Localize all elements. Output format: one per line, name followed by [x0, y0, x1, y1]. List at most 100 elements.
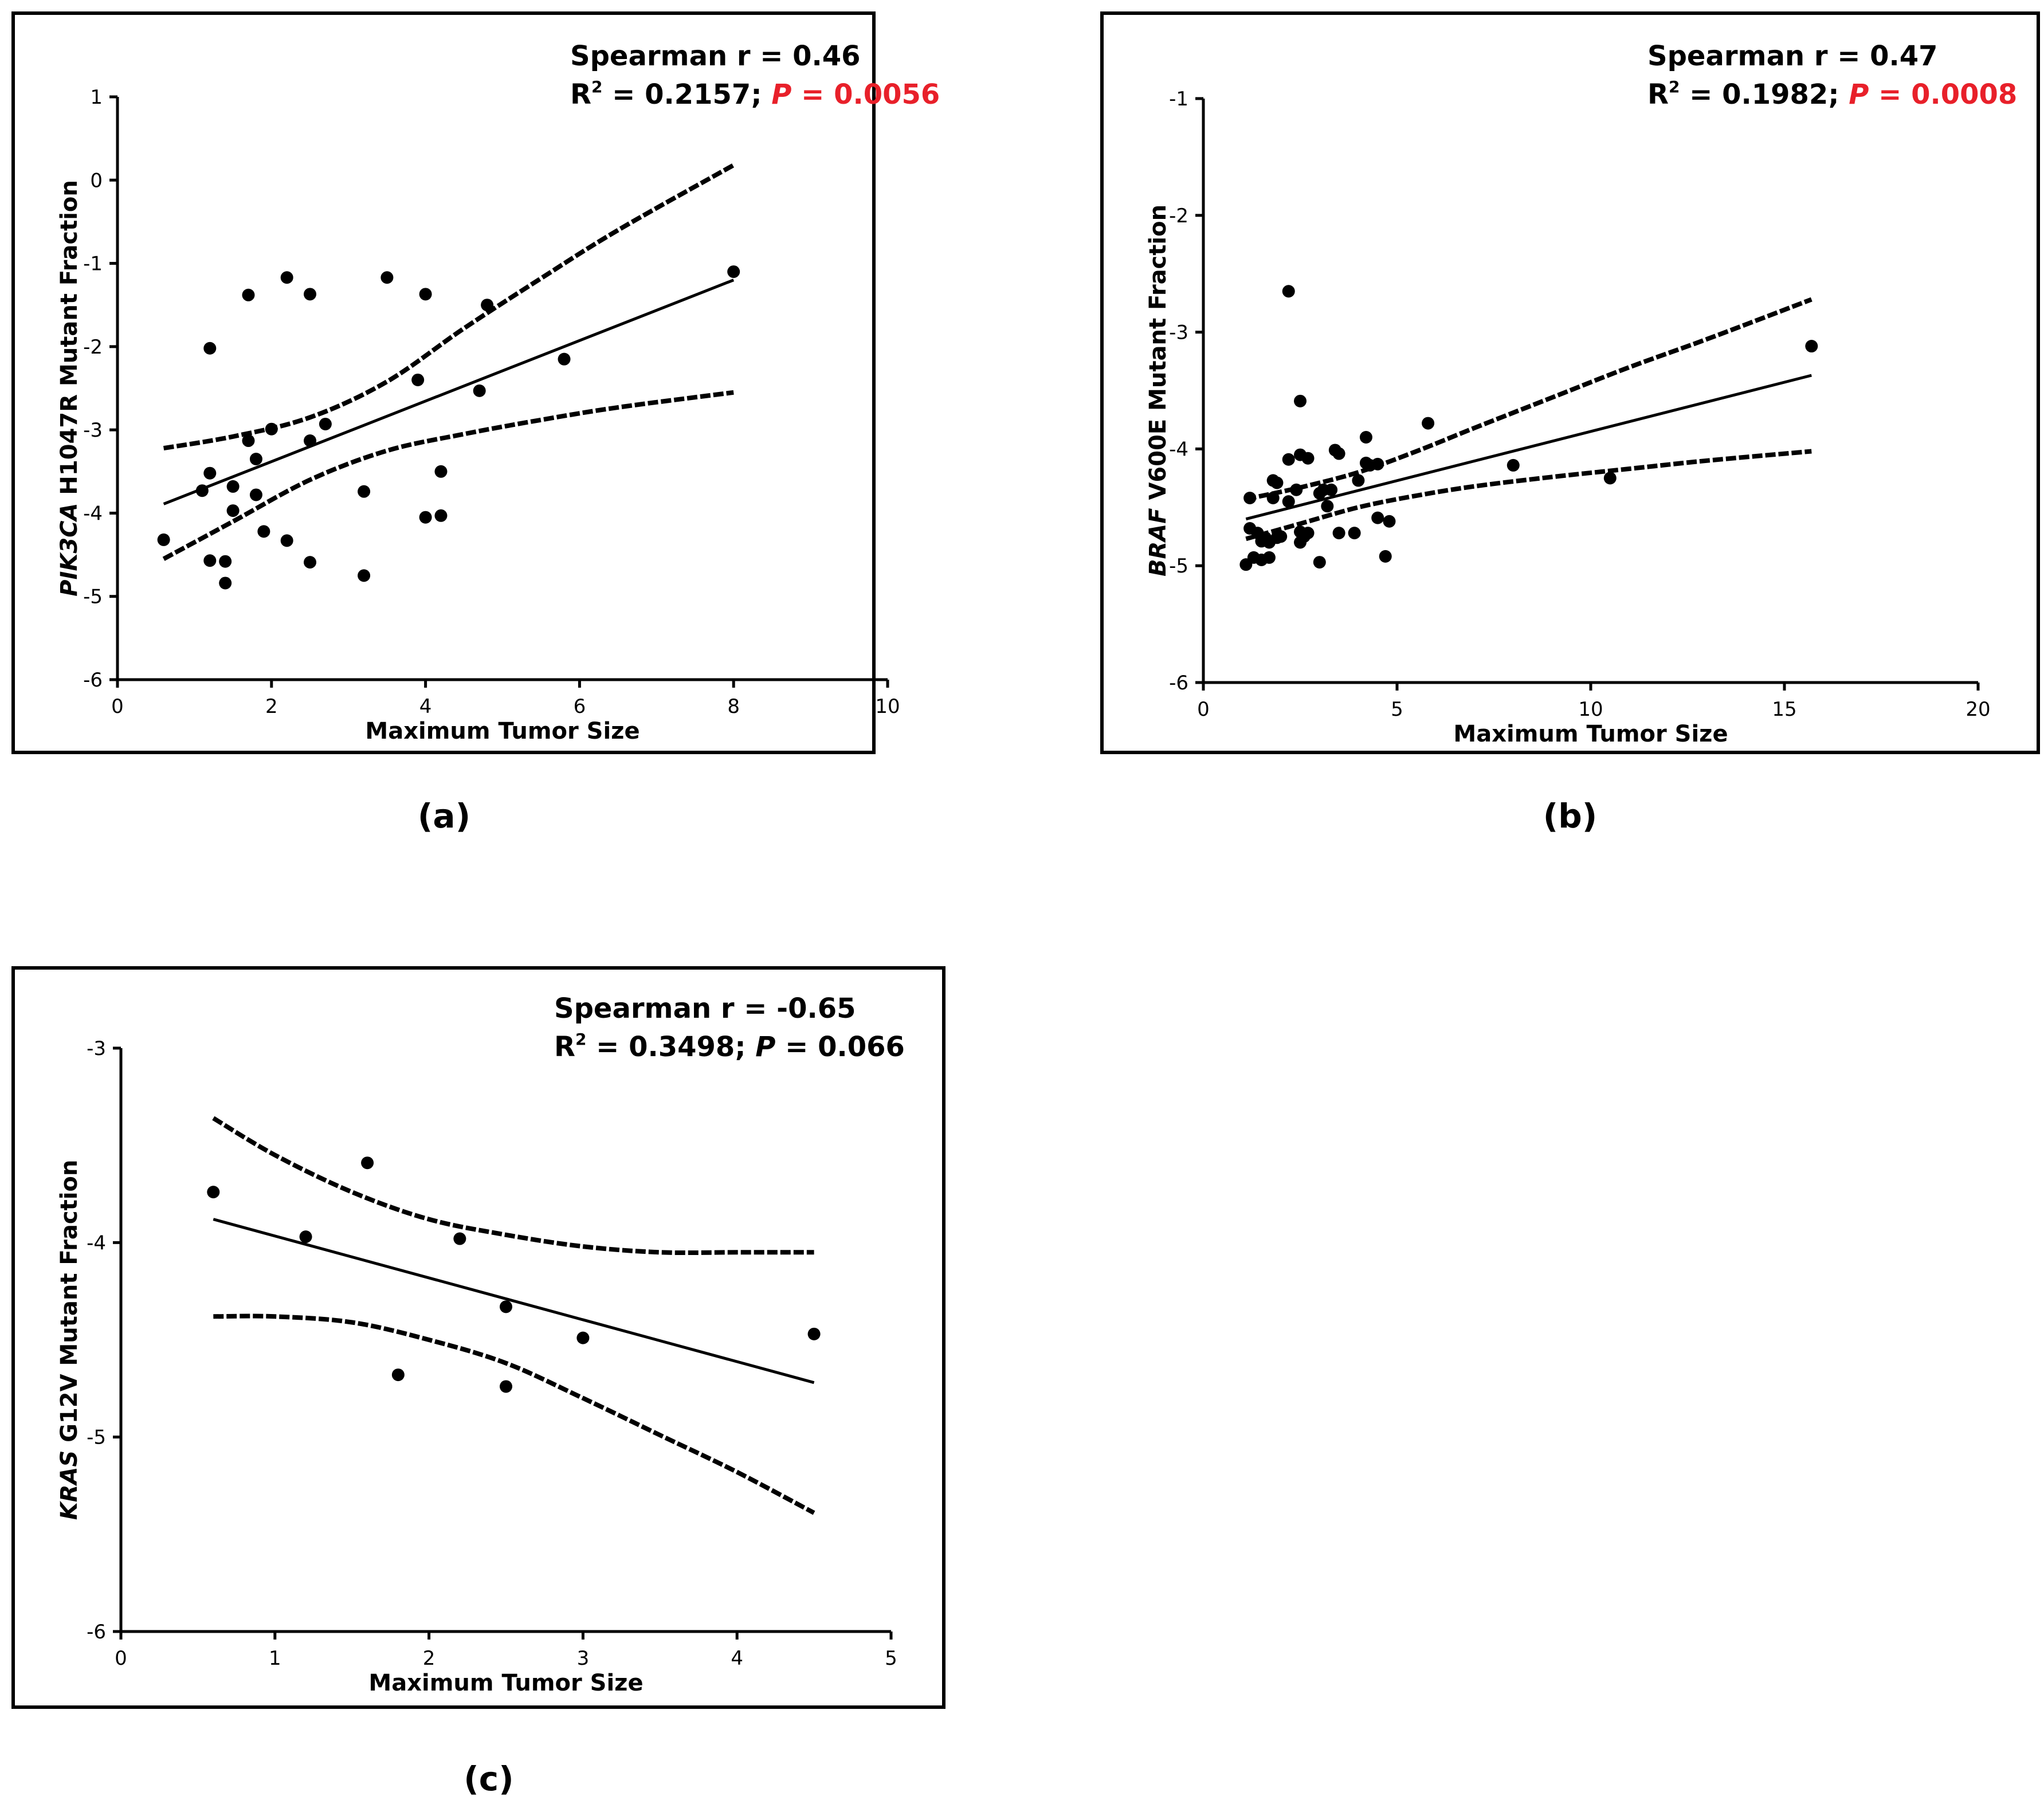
regression-line [213, 1218, 815, 1385]
r2-value: = 0.3498; [586, 1031, 755, 1063]
data-point [1313, 556, 1326, 569]
data-point [1379, 550, 1392, 563]
data-point [280, 534, 293, 547]
data-point [195, 484, 209, 497]
y-tick-label: -4 [83, 502, 103, 525]
spearman-annotation: Spearman r = 0.46 [570, 40, 861, 72]
x-tick-label: 10 [875, 695, 900, 718]
ci-lower-band [162, 390, 734, 561]
x-tick-label: 4 [419, 695, 432, 718]
r2-p-annotation: R2 = 0.1982; P = 0.0008 [1647, 77, 2017, 111]
p-label: P [755, 1031, 775, 1063]
r2-value: = 0.2157; [602, 79, 771, 111]
data-point [434, 465, 448, 478]
x-tick-label: 0 [1197, 698, 1210, 721]
data-point [219, 577, 232, 590]
y-tick-label: -5 [1169, 555, 1188, 578]
data-point [1332, 527, 1345, 540]
chart-c: -3 -4 -5 -6 0 1 2 3 4 5 Maximum Tumor Size KRAS G12… [56, 993, 905, 1696]
data-point [481, 299, 494, 312]
x-tick-label: 0 [111, 695, 124, 718]
ci-upper-band [163, 163, 735, 451]
y-tick-label: -6 [1169, 672, 1188, 695]
y-tick-label: -3 [83, 419, 103, 442]
p-value: = 0.066 [775, 1031, 904, 1063]
data-point [299, 1230, 312, 1244]
data-point [1282, 453, 1295, 466]
p-value: = 0.0056 [791, 79, 940, 111]
y-tick-label: -6 [87, 1621, 106, 1644]
data-point [1282, 285, 1295, 298]
x-tick-label: 10 [1578, 698, 1603, 721]
data-point [1371, 457, 1384, 470]
x-tick-label: 20 [1965, 698, 1990, 721]
r2-letter: R [554, 1031, 575, 1063]
data-point [358, 569, 371, 582]
data-point [473, 384, 486, 397]
x-axis-title: Maximum Tumor Size [365, 718, 640, 744]
ci-upper-band [212, 1116, 814, 1256]
data-point [319, 417, 332, 430]
y-tick-label: -6 [83, 669, 103, 692]
data-point [558, 352, 571, 366]
data-point [203, 466, 217, 480]
data-point [1290, 483, 1303, 496]
x-tick-label: 2 [265, 695, 278, 718]
x-tick-label: 8 [727, 695, 740, 718]
data-point [500, 1380, 512, 1393]
y-tick-label: -2 [83, 336, 103, 359]
data-point [419, 288, 432, 301]
y-axis-title: KRAS G12V Mutant Fraction [56, 1160, 83, 1520]
y-tick-label: -3 [87, 1037, 106, 1060]
data-point [807, 1327, 821, 1340]
data-point [1603, 472, 1617, 485]
y-axis-title-rest: G12V Mutant Fraction [56, 1160, 83, 1450]
spearman-annotation: Spearman r = 0.47 [1647, 40, 1938, 72]
r2-p-annotation: R2 = 0.2157; P = 0.0056 [570, 77, 940, 111]
r2-superscript: 2 [1669, 77, 1680, 96]
data-point [419, 511, 432, 524]
data-point [358, 485, 371, 498]
y-axis-title: BRAF V600E Mutant Fraction [1145, 205, 1171, 577]
data-point [411, 373, 425, 386]
x-axis-title: Maximum Tumor Size [1453, 721, 1728, 747]
data-point [1359, 431, 1372, 444]
y-tick-label: -4 [87, 1232, 106, 1254]
data-point [1294, 394, 1307, 407]
data-point [226, 504, 240, 517]
data-point [1301, 452, 1315, 465]
data-point [1270, 476, 1284, 489]
y-axis-title: PIK3CA H1047R Mutant Fraction [56, 180, 83, 597]
data-point [203, 342, 217, 355]
data-point [500, 1300, 512, 1313]
y-axis-title-gene: KRAS [56, 1450, 83, 1520]
regression-line [163, 279, 735, 505]
data-point [304, 556, 316, 569]
x-tick-label: 5 [1391, 698, 1403, 721]
data-point [280, 271, 293, 284]
data-point [242, 288, 255, 301]
data-point [1243, 491, 1257, 504]
panel-a: 1 0 -1 -2 -3 -4 -5 -6 0 2 4 6 8 10 Maximum Tumor Size P… [11, 11, 940, 754]
y-tick-label: -3 [1169, 321, 1188, 344]
panel-c: -3 -4 -5 -6 0 1 2 3 4 5 Maximum Tumor Size KRAS G12… [11, 966, 946, 1709]
data-point [380, 271, 394, 284]
y-axis-title-rest: H1047R Mutant Fraction [56, 180, 83, 503]
data-point [1805, 340, 1818, 353]
caption-c: (c) [464, 1759, 514, 1798]
y-axis-title-gene: PIK3CA [56, 503, 83, 597]
data-point [1274, 530, 1288, 543]
panel-b: -1 -2 -3 -4 -5 -6 0 5 10 15 20 Maximum Tumor Size BR… [1100, 11, 2040, 754]
data-point [1383, 515, 1396, 528]
data-point [304, 434, 316, 448]
data-point [1325, 483, 1338, 496]
p-value: = 0.0008 [1869, 79, 2017, 111]
data-point [1422, 417, 1435, 430]
x-tick-label: 5 [885, 1647, 897, 1670]
ci-lower-band [1245, 449, 1812, 542]
r2-p-annotation: R2 = 0.3498; P = 0.066 [554, 1030, 905, 1063]
data-point [453, 1232, 466, 1245]
data-point [576, 1331, 590, 1344]
r2-superscript: 2 [591, 77, 602, 96]
